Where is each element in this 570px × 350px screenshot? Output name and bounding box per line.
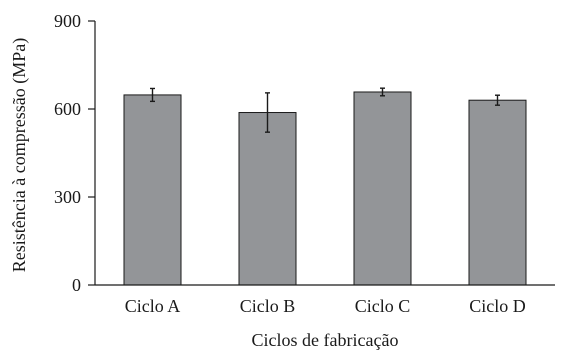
bar xyxy=(123,94,182,286)
error-bar xyxy=(380,87,385,97)
x-tick-label: Ciclo A xyxy=(125,296,181,316)
error-bar xyxy=(150,87,155,103)
y-axis-ticks: 0 300 600 900 xyxy=(54,11,95,295)
x-axis-title: Ciclos de fabricação xyxy=(252,330,399,350)
y-tick-label: 0 xyxy=(72,275,81,295)
bar xyxy=(238,112,297,286)
x-tick-label: Ciclo B xyxy=(240,296,296,316)
y-tick-label: 600 xyxy=(54,99,81,119)
x-tick-label: Ciclo C xyxy=(355,296,411,316)
x-tick-label: Ciclo D xyxy=(469,296,526,316)
y-tick-label: 900 xyxy=(54,11,81,31)
y-tick-label: 300 xyxy=(54,187,81,207)
y-axis-title: Resistência à compressão (MPa) xyxy=(9,38,30,272)
error-bar xyxy=(265,92,270,133)
bar xyxy=(353,91,412,286)
bar xyxy=(468,99,527,286)
x-axis-ticks: Ciclo A Ciclo B Ciclo C Ciclo D xyxy=(125,296,526,316)
error-bar xyxy=(495,94,500,106)
bars xyxy=(123,87,527,286)
